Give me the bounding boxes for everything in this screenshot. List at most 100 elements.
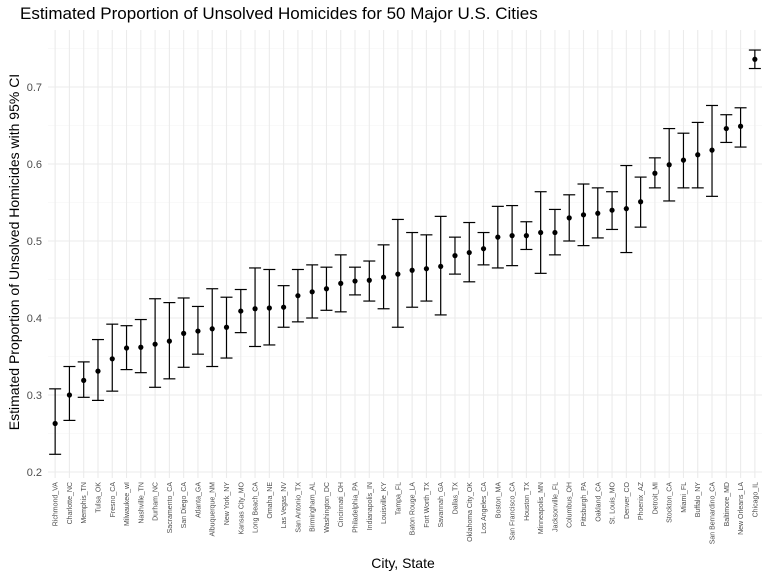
x-tick-label: Louisville_KY — [381, 482, 388, 524]
x-tick-label: Baltimore_MD — [724, 482, 731, 526]
data-point — [652, 170, 658, 176]
data-point — [380, 274, 387, 280]
x-tick-label: Stockton_CA — [667, 482, 674, 523]
x-tick-label: San Francisco_CA — [510, 482, 517, 541]
data-point — [152, 341, 158, 347]
x-tick-label: Milwaukee_wI — [124, 482, 131, 526]
y-tick-label: 0.6 — [27, 159, 42, 171]
x-tick-label: Long Beach_CA — [253, 482, 260, 533]
data-point — [695, 152, 701, 158]
x-tick-label: Denver_CO — [624, 481, 631, 519]
data-point — [609, 207, 615, 213]
data-point — [638, 199, 644, 205]
x-tick-label: Houston_TX — [524, 482, 531, 521]
data-point — [423, 266, 430, 272]
x-tick-label: Sacramento_CA — [167, 482, 174, 534]
x-tick-label: Birmingham_AL — [310, 482, 317, 532]
x-tick-label: New Orleans_LA — [738, 482, 745, 535]
x-tick-label: Baton Rouge_LA — [410, 482, 417, 536]
y-axis-ticks: 0.2 0.3 0.4 0.5 0.6 0.7 — [27, 82, 42, 479]
x-tick-label: Detroit_MI — [652, 482, 659, 514]
x-tick-label: Philadelphia_PA — [353, 482, 360, 533]
x-tick-label: Savannah_GA — [438, 482, 445, 528]
x-tick-label: Dallas_TX — [452, 482, 459, 515]
x-tick-label: Cincinnati_OH — [338, 482, 345, 527]
x-tick-label: Buffalo_NY — [695, 482, 702, 518]
data-point — [452, 253, 458, 259]
x-tick-label: Oklahoma City_OK — [467, 482, 474, 542]
y-tick-label: 0.2 — [27, 467, 42, 479]
x-tick-label: Omaha_NE — [267, 482, 274, 519]
x-tick-label: Columbus_OH — [567, 482, 574, 528]
x-tick-label: Albuquerque_NM — [210, 482, 217, 537]
data-point — [209, 326, 215, 332]
data-point — [509, 233, 515, 239]
x-tick-label: Durham_NC — [153, 482, 160, 521]
x-tick-label: San Diego_CA — [181, 482, 188, 529]
y-tick-label: 0.5 — [27, 236, 42, 248]
data-points — [52, 56, 758, 427]
data-point — [523, 233, 529, 239]
y-tick-label: 0.3 — [27, 390, 42, 402]
x-tick-label: Las Vegas_NV — [281, 482, 288, 529]
data-point — [238, 308, 244, 314]
data-point — [580, 212, 587, 218]
x-tick-label: Tulsa_OK — [95, 482, 102, 513]
x-tick-label: New York_NY — [224, 482, 231, 526]
x-tick-label: Chicago_IL — [752, 482, 759, 518]
data-point — [723, 125, 729, 132]
chart-title: Estimated Proportion of Unsolved Homicid… — [20, 4, 538, 23]
x-tick-label: Washington_DC — [324, 482, 331, 533]
data-point — [95, 368, 101, 374]
y-tick-label: 0.7 — [27, 82, 42, 94]
x-tick-label: Miami_FL — [681, 482, 688, 513]
x-tick-label: Nashville_TN — [138, 482, 145, 524]
data-point — [81, 377, 87, 383]
data-point — [623, 206, 629, 212]
x-tick-label: Tampa_FL — [395, 482, 402, 515]
data-point — [223, 324, 230, 330]
x-tick-label: Fresno_CA — [110, 482, 117, 518]
data-point — [566, 215, 572, 221]
data-point — [737, 123, 744, 129]
data-point — [109, 356, 115, 362]
data-point — [366, 277, 372, 283]
data-point — [466, 249, 472, 256]
data-point — [552, 229, 558, 236]
data-point — [538, 229, 544, 236]
x-tick-label: Charlotte_NC — [67, 482, 74, 524]
x-tick-label: St. Louis_MO — [610, 481, 617, 524]
data-point — [252, 306, 258, 312]
data-point — [323, 286, 330, 292]
x-tick-label: Minneapolis_MN — [538, 482, 545, 534]
data-point — [480, 246, 487, 252]
x-tick-label: Oakland_CA — [595, 482, 602, 522]
data-point — [123, 345, 130, 351]
grid-layer — [48, 30, 762, 478]
data-point — [166, 338, 172, 344]
x-tick-label: Richmond_VA — [53, 482, 60, 527]
x-axis-title: City, State — [371, 555, 435, 571]
data-point — [752, 56, 758, 62]
x-tick-label: Jacksonville_FL — [552, 482, 559, 532]
x-tick-label: Phoenix_AZ — [638, 481, 645, 520]
x-tick-label: San Bernardino_CA — [710, 482, 717, 545]
x-axis-ticks: Richmond_VA Charlotte_NC Memphis_TN Tulsa_O… — [53, 481, 760, 544]
data-point — [395, 271, 401, 277]
data-point — [295, 293, 301, 299]
data-point — [181, 330, 187, 336]
data-point — [709, 147, 715, 153]
x-tick-label: San Antonio_TX — [295, 482, 302, 533]
x-tick-label: Memphis_TN — [81, 482, 88, 524]
data-point — [52, 420, 58, 427]
data-point — [438, 263, 444, 270]
x-tick-label: Pittsburgh_PA — [581, 482, 588, 527]
x-tick-label: Atlanta_GA — [195, 482, 202, 518]
x-tick-label: Los Angeles_CA — [481, 482, 488, 534]
data-point — [138, 344, 144, 350]
data-point — [352, 278, 358, 284]
data-point — [66, 392, 73, 398]
data-point — [309, 289, 315, 295]
data-point — [409, 267, 415, 273]
